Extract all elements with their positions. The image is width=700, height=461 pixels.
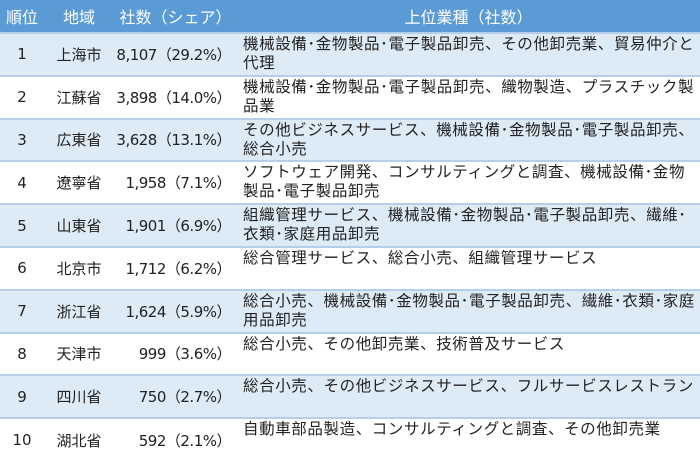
region-cell: 天津市	[44, 331, 114, 376]
count-cell: 8,107（29.2%）	[114, 32, 237, 76]
industries-cell: その他ビジネスサービス、機械設備･金物製品･電子製品卸売、総合小売	[237, 117, 700, 162]
region-cell: 北京市	[44, 245, 114, 290]
rank-cell: 4	[0, 160, 44, 205]
count-cell: 1,958（7.1%）	[114, 160, 237, 205]
region-cell: 上海市	[44, 32, 114, 76]
industries-cell: 総合管理サービス、総合小売、組織管理サービス	[237, 245, 700, 290]
count-cell: 3,628（13.1%）	[114, 117, 237, 162]
rank-cell: 9	[0, 374, 44, 419]
rank-cell: 1	[0, 32, 44, 76]
rank-cell: 10	[0, 417, 44, 461]
industries-cell: 総合小売、その他卸売業、技術普及サービス	[237, 331, 700, 376]
industries-cell: 総合小売、機械設備･金物製品･電子製品卸売、繊維･衣類･家庭用品卸売	[237, 288, 700, 333]
count-cell: 592（2.1%）	[114, 417, 237, 461]
region-cell: 四川省	[44, 374, 114, 419]
count-cell: 1,712（6.2%）	[114, 245, 237, 290]
table-row: 7 浙江省 1,624（5.9%） 総合小売、機械設備･金物製品･電子製品卸売、繊維･…	[0, 288, 700, 333]
header-region: 地域	[44, 0, 114, 33]
region-cell: 遼寧省	[44, 160, 114, 205]
rank-cell: 5	[0, 203, 44, 247]
count-cell: 750（2.7%）	[114, 374, 237, 419]
industries-cell: 組織管理サービス、機械設備･金物製品･電子製品卸売、繊維･衣類･家庭用品卸売	[237, 203, 700, 247]
table-row: 9 四川省 750（2.7%） 総合小売、その他ビジネスサービス、フルサービスレストラ…	[0, 374, 700, 419]
rank-cell: 6	[0, 245, 44, 290]
region-cell: 山東省	[44, 203, 114, 247]
region-cell: 浙江省	[44, 288, 114, 333]
table-row: 3 広東省 3,628（13.1%） その他ビジネスサービス、機械設備･金物製品･電子…	[0, 117, 700, 162]
count-cell: 3,898（14.0%）	[114, 74, 237, 119]
region-cell: 広東省	[44, 117, 114, 162]
industries-cell: 総合小売、その他ビジネスサービス、フルサービスレストラン	[237, 374, 700, 419]
header-industries: 上位業種（社数）	[237, 0, 700, 33]
header-row: 順位 地域 社数（シェア） 上位業種（社数）	[0, 0, 700, 33]
industries-cell: 機械設備･金物製品･電子製品卸売、その他卸売業、貿易仲介と代理	[237, 32, 700, 76]
rank-cell: 8	[0, 331, 44, 376]
table-row: 4 遼寧省 1,958（7.1%） ソフトウェア開発、コンサルティングと調査、機械設備…	[0, 160, 700, 205]
table-row: 6 北京市 1,712（6.2%） 総合管理サービス、総合小売、組織管理サービス	[0, 245, 700, 290]
count-cell: 1,901（6.9%）	[114, 203, 237, 247]
rank-cell: 7	[0, 288, 44, 333]
industries-cell: 機械設備･金物製品･電子製品卸売、織物製造、プラスチック製品業	[237, 74, 700, 119]
table-row: 10 湖北省 592（2.1%） 自動車部品製造、コンサルティングと調査、その他卸売業	[0, 417, 700, 461]
rank-cell: 2	[0, 74, 44, 119]
rank-cell: 3	[0, 117, 44, 162]
table-row: 8 天津市 999（3.6%） 総合小売、その他卸売業、技術普及サービス	[0, 331, 700, 376]
industries-cell: 自動車部品製造、コンサルティングと調査、その他卸売業	[237, 417, 700, 461]
table-row: 5 山東省 1,901（6.9%） 組織管理サービス、機械設備･金物製品･電子製品卸売…	[0, 203, 700, 247]
table-row: 2 江蘇省 3,898（14.0%） 機械設備･金物製品･電子製品卸売、織物製造、プラ…	[0, 74, 700, 119]
header-rank: 順位	[0, 0, 44, 33]
count-cell: 1,624（5.9%）	[114, 288, 237, 333]
region-cell: 江蘇省	[44, 74, 114, 119]
count-cell: 999（3.6%）	[114, 331, 237, 376]
header-count: 社数（シェア）	[114, 0, 237, 33]
region-cell: 湖北省	[44, 417, 114, 461]
industries-cell: ソフトウェア開発、コンサルティングと調査、機械設備･金物製品･電子製品卸売	[237, 160, 700, 205]
table-row: 1 上海市 8,107（29.2%） 機械設備･金物製品･電子製品卸売、その他卸売業、…	[0, 32, 700, 76]
